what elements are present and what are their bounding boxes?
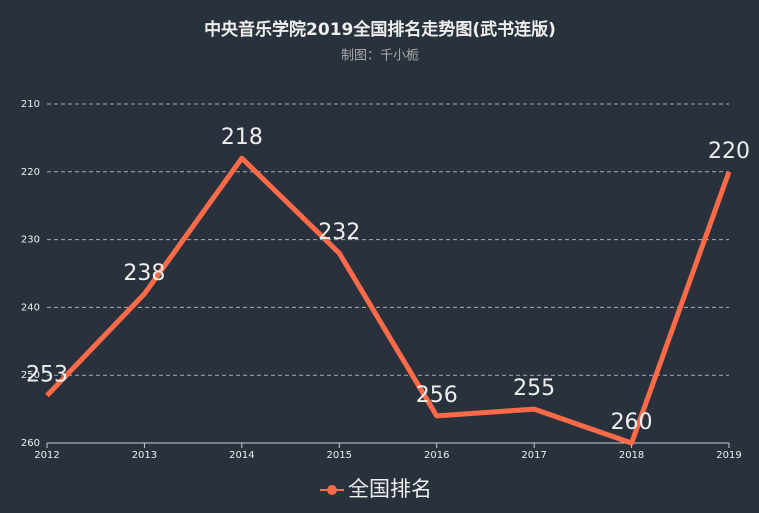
x-tick-label: 2018 [619, 450, 644, 461]
y-tick-label: 250 [21, 370, 40, 381]
data-label: 260 [611, 410, 653, 435]
x-tick-label: 2019 [716, 450, 741, 461]
data-label: 232 [318, 220, 360, 245]
legend-marker [327, 485, 337, 495]
x-tick-label: 2016 [424, 450, 449, 461]
x-tick-label: 2014 [229, 450, 254, 461]
y-tick-label: 220 [21, 167, 40, 178]
line [45, 155, 732, 446]
y-tick-label: 260 [21, 438, 40, 449]
x-tick-label: 2015 [327, 450, 352, 461]
data-label: 238 [123, 261, 165, 286]
data-label: 255 [513, 376, 555, 401]
x-tick-label: 2013 [132, 450, 157, 461]
chart-subtitle: 制图：千小栀 [341, 49, 419, 64]
chart-title: 中央音乐学院2019全国排名走势图(武书连版) [204, 19, 556, 40]
y-tick-label: 210 [21, 99, 40, 110]
x-tick-label: 2012 [34, 450, 59, 461]
y-tick-label: 240 [21, 302, 40, 313]
data-label: 256 [416, 383, 458, 408]
x-tick-label: 2017 [521, 450, 546, 461]
data-label: 218 [221, 125, 263, 150]
legend-label: 全国排名 [348, 477, 432, 501]
data-label: 253 [26, 363, 68, 388]
data-label: 220 [708, 139, 750, 164]
y-tick-label: 230 [21, 235, 40, 246]
